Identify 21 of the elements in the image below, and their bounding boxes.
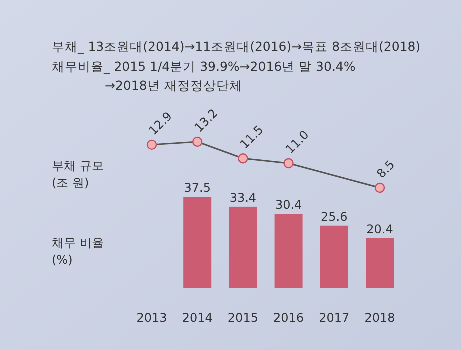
bar [366, 238, 394, 288]
text: 채무 비율 (%) [52, 236, 104, 267]
bar [320, 226, 348, 288]
x-tick-label: 2014 [182, 311, 213, 325]
x-tick-label: 2015 [228, 311, 258, 325]
x-tick-label: 2018 [364, 311, 396, 325]
chart-title: 부채_ 13조원대(2014)→11조원대(2016)→목표 8조원대(2018) [52, 39, 421, 54]
text: 부채 규모 (조 원) [52, 159, 104, 190]
data-label: 25.6 [321, 210, 348, 224]
bar [229, 206, 258, 288]
x-tick-label: 2017 [319, 311, 350, 325]
chart-subtitle: 채무비율_ 2015 1/4분기 39.9%→2016년 말 30.4% →2018년 재정정상단체 [52, 59, 356, 93]
x-tick-label: 2016 [274, 311, 304, 325]
bar [184, 197, 212, 288]
data-label: 8.5 [374, 158, 398, 182]
x-tick-label: 2013 [136, 311, 168, 325]
data-label: 30.4 [275, 198, 302, 212]
data-label: 20.4 [366, 222, 394, 236]
data-label: 37.5 [184, 181, 211, 195]
bar [274, 214, 303, 288]
data-label: 33.4 [230, 190, 257, 205]
